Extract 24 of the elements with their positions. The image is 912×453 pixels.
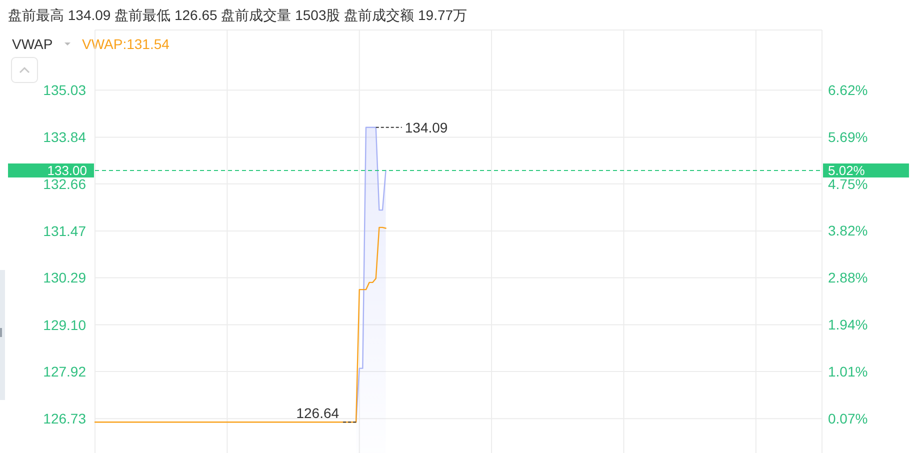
annotation: 134.09 [404,119,448,136]
y2-tick-label: 4.75% [828,176,868,192]
y-tick-label: 127.92 [43,363,86,380]
text: VWAP:131.54 [82,36,170,52]
y-tick-label: 130.29 [43,270,86,286]
y-tick-label: 135.03 [43,82,86,98]
text: VWAP [12,36,53,52]
y2-tick-label: 3.82% [828,222,868,238]
y-tick-label: 129.10 [43,316,86,333]
y-tick-label: 131.47 [43,223,86,240]
y2-tick-label: 5.69% [828,128,868,145]
y2-tick-label: 1.94% [828,316,868,333]
y2-tick-label: 0.07% [828,410,868,426]
y-tick-label: 126.73 [43,410,86,427]
y2-tick-label: 6.62% [828,82,868,98]
y2-tick-label: 2.88% [828,270,868,286]
text: 5.02% [828,162,866,178]
annotation: 126.64 [296,405,340,422]
y-tick-label: 133.84 [43,129,86,146]
y-tick-label: 132.66 [43,176,86,192]
chart-title: 盘前最高 134.09 盘前最低 126.65 盘前成交量 1503股 盘前成交额 19.77万 [8,7,468,23]
ref-line-label: 133.00 [47,162,87,178]
line-series [94,226,386,423]
y2-tick-label: 1.01% [828,363,868,380]
